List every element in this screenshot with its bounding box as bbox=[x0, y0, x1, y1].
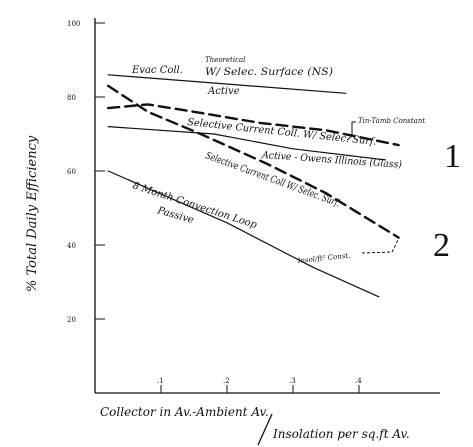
tin-tamb-bracket bbox=[346, 121, 356, 141]
annotation-2: 2 bbox=[433, 227, 450, 264]
label-insol-const: Insol/ft² Const. bbox=[296, 252, 350, 266]
label-selec-surface: W/ Selec. Surface (NS) bbox=[205, 67, 333, 78]
label-theoretical: Theoretical bbox=[205, 56, 245, 64]
x-tick-label: .1 bbox=[157, 377, 164, 385]
x-tick-label: .4 bbox=[355, 377, 362, 385]
x-tick-label: .2 bbox=[223, 377, 230, 385]
y-tick-label: 100 bbox=[67, 20, 80, 28]
label-selective-1: Selective Current Coll. W/ Selec. Surf. bbox=[187, 117, 377, 148]
y-axis-label: % Total Daily Efficiency bbox=[25, 135, 40, 292]
y-tick-label: 60 bbox=[67, 168, 76, 176]
series-line-evac bbox=[107, 74, 347, 94]
x-axis-label-part2: Insolation per sq.ft Av. bbox=[272, 427, 410, 441]
y-tick-label: 80 bbox=[67, 94, 76, 102]
x-tick-label: .3 bbox=[289, 377, 296, 385]
label-tin-tamb: Tin-Tamb Constant bbox=[358, 117, 425, 125]
annotation-1: 1 bbox=[444, 138, 461, 175]
series-line-active_ill bbox=[107, 125, 386, 161]
axes bbox=[94, 18, 440, 394]
y-tick-label: 20 bbox=[67, 316, 76, 324]
series-lines bbox=[106, 74, 400, 298]
label-evac-coll: Evac Coll. bbox=[131, 65, 183, 76]
x-axis-label-slash bbox=[257, 413, 273, 446]
label-convection-loop: 8 Month Convection Loop bbox=[131, 180, 259, 231]
series-line-sel_insol bbox=[106, 84, 400, 239]
series-line-passive bbox=[107, 170, 380, 298]
x-axis-label-part1: Collector in Av.-Ambient Av. bbox=[100, 405, 269, 419]
label-active-evac: Active bbox=[207, 86, 240, 97]
ticks: .1 .2 .3 .4 100 80 60 40 20 bbox=[67, 20, 362, 393]
insol-arrow bbox=[361, 239, 399, 254]
y-tick-label: 40 bbox=[67, 242, 76, 250]
series-line-sel_ambient bbox=[106, 103, 400, 147]
